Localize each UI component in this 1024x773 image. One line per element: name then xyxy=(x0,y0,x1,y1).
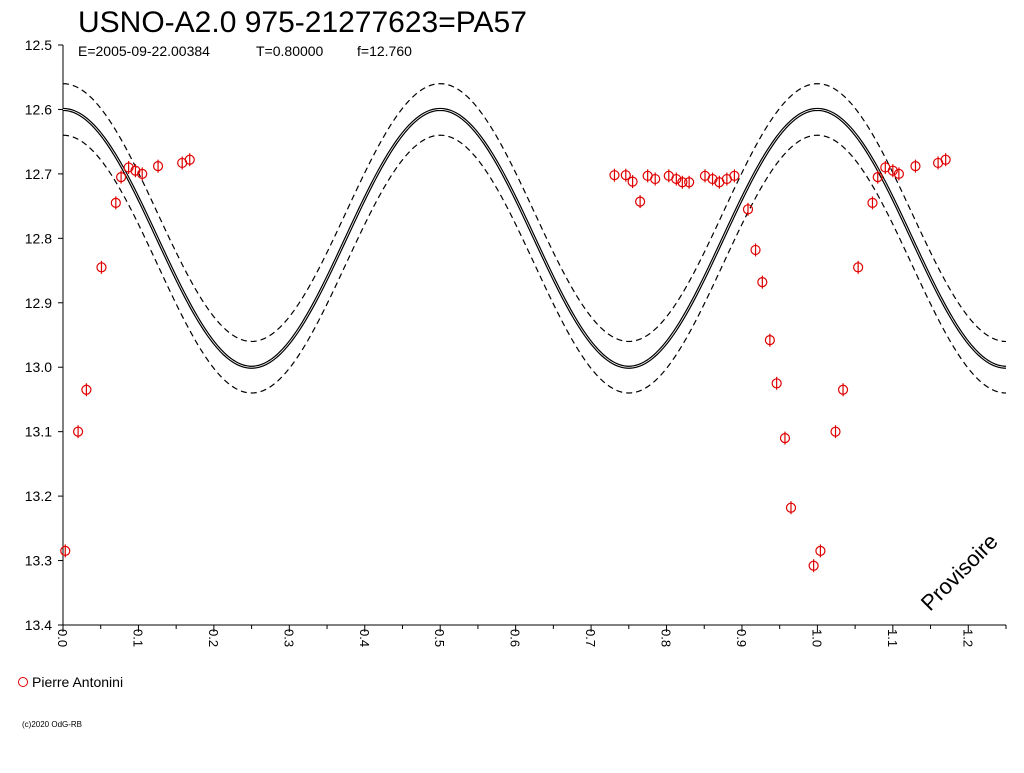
y-axis-ticks: 12.5 12.6 12.7 12.8 12.9 13.0 13.1 13.2 13.3 13.4 xyxy=(25,37,63,633)
data-point xyxy=(684,175,695,189)
data-point xyxy=(887,164,898,178)
epoch-label: E=2005-09-22.00384 xyxy=(78,43,210,59)
data-point xyxy=(609,168,620,182)
legend-label: Pierre Antonini xyxy=(32,674,124,690)
data-point xyxy=(184,153,195,167)
x-tick-label: 0.1 xyxy=(130,629,145,647)
legend: Pierre Antonini xyxy=(18,674,123,690)
y-tick-label: 13.2 xyxy=(25,488,52,504)
copyright-notice: (c)2020 OdG-RB xyxy=(22,720,83,729)
model-curves xyxy=(62,83,1007,394)
y-tick-label: 13.0 xyxy=(25,359,52,375)
data-point xyxy=(742,202,754,216)
data-point xyxy=(867,196,878,210)
x-tick-label: 0.9 xyxy=(734,629,749,647)
model-upper-band xyxy=(62,83,1007,343)
x-tick-label: 0.3 xyxy=(281,629,296,647)
data-point xyxy=(815,544,826,558)
x-tick-label: 1.0 xyxy=(809,629,824,647)
y-tick-label: 12.8 xyxy=(25,230,52,246)
x-tick-label: 0.7 xyxy=(583,629,598,647)
data-point xyxy=(750,243,761,257)
data-point xyxy=(60,544,71,558)
y-tick-label: 13.1 xyxy=(25,424,52,440)
data-point xyxy=(627,175,638,189)
period-label: T=0.80000 xyxy=(256,43,324,59)
x-tick-label: 0.6 xyxy=(508,629,523,647)
y-tick-label: 12.6 xyxy=(25,101,52,117)
legend-marker-circle-icon xyxy=(18,677,28,687)
chart-title: USNO-A2.0 975-21277623=PA57 xyxy=(78,6,527,39)
data-point xyxy=(757,275,768,289)
data-point xyxy=(764,333,775,347)
provisional-watermark: Provisoire xyxy=(916,529,1003,616)
data-point xyxy=(110,196,121,210)
data-point xyxy=(872,170,883,184)
data-point xyxy=(130,164,141,178)
data-point xyxy=(123,160,134,174)
x-axis-ticks: 0.0 0.1 0.2 0.3 0.4 0.5 0.6 0.7 0.8 0.9 1.0 1.1 1.2 xyxy=(55,625,1007,647)
data-point xyxy=(808,559,819,573)
x-tick-label: 0.4 xyxy=(357,629,372,647)
data-point xyxy=(620,168,631,182)
data-point xyxy=(677,175,688,189)
data-point xyxy=(81,383,92,397)
data-point xyxy=(779,431,791,445)
data-point xyxy=(837,383,849,397)
data-points xyxy=(60,153,951,573)
data-point xyxy=(785,501,797,515)
data-point xyxy=(152,159,164,173)
y-tick-label: 12.5 xyxy=(25,37,52,53)
data-point xyxy=(635,195,646,209)
y-tick-label: 12.9 xyxy=(25,295,52,311)
y-tick-label: 12.7 xyxy=(25,166,52,182)
x-tick-label: 0.8 xyxy=(659,629,674,647)
data-point xyxy=(650,172,661,186)
data-point xyxy=(853,260,864,274)
data-point xyxy=(671,172,682,186)
data-point xyxy=(910,159,921,173)
y-tick-label: 13.4 xyxy=(25,617,52,633)
x-tick-label: 0.5 xyxy=(432,629,447,647)
data-point xyxy=(771,376,782,390)
x-tick-label: 0.2 xyxy=(206,629,221,647)
x-tick-label: 1.2 xyxy=(960,629,975,647)
data-point xyxy=(893,167,904,181)
data-point xyxy=(96,260,107,274)
x-tick-label: 1.1 xyxy=(885,629,900,647)
model-curve-highlight xyxy=(62,109,1007,368)
x-tick-label: 0.0 xyxy=(55,629,70,647)
y-tick-label: 13.3 xyxy=(25,553,52,569)
data-point xyxy=(115,170,127,184)
data-point xyxy=(137,167,148,181)
data-point xyxy=(72,425,84,439)
data-point xyxy=(830,425,841,439)
magnitude-label: f=12.760 xyxy=(357,43,412,59)
data-point xyxy=(729,169,740,183)
data-point xyxy=(707,172,718,186)
data-point xyxy=(940,153,951,167)
model-lower-band xyxy=(62,134,1007,394)
